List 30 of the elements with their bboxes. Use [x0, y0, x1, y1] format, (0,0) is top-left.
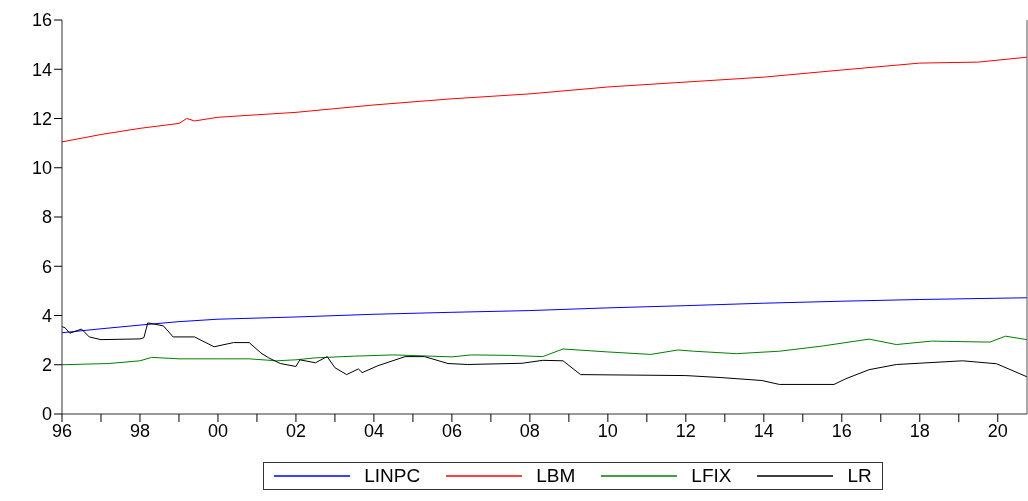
legend-label: LFIX — [691, 465, 732, 487]
legend-label: LR — [847, 465, 872, 487]
x-tick-label: 18 — [909, 420, 930, 441]
y-tick-label: 2 — [41, 355, 52, 376]
x-tick-label: 00 — [207, 420, 228, 441]
x-tick-label: 12 — [675, 420, 696, 441]
line-series — [62, 297, 1027, 334]
x-tick-label: 02 — [285, 420, 306, 441]
y-tick-label: 0 — [41, 404, 52, 425]
y-tick-label: 8 — [41, 207, 52, 228]
x-tick-label: 14 — [753, 420, 774, 441]
y-tick-label: 6 — [41, 256, 52, 277]
x-tick-label: 16 — [831, 420, 852, 441]
y-tick-label: 10 — [31, 158, 52, 179]
x-tick-label: 08 — [519, 420, 540, 441]
x-tick-label: 98 — [129, 420, 150, 441]
line-series — [62, 56, 1027, 143]
x-tick-label: 04 — [363, 420, 384, 441]
legend-label: LBM — [536, 465, 576, 487]
y-tick-label: 4 — [41, 305, 52, 326]
y-tick-label: 12 — [31, 108, 52, 129]
x-tick-label: 20 — [987, 420, 1008, 441]
legend-label: LINPC — [364, 465, 421, 487]
y-tick-label: 16 — [31, 10, 52, 31]
x-tick-label: 96 — [51, 420, 73, 441]
line-series — [62, 322, 1027, 385]
x-tick-label: 06 — [441, 420, 462, 441]
y-tick-label: 14 — [31, 59, 52, 80]
x-tick-label: 10 — [597, 420, 618, 441]
line-series — [62, 335, 1027, 366]
